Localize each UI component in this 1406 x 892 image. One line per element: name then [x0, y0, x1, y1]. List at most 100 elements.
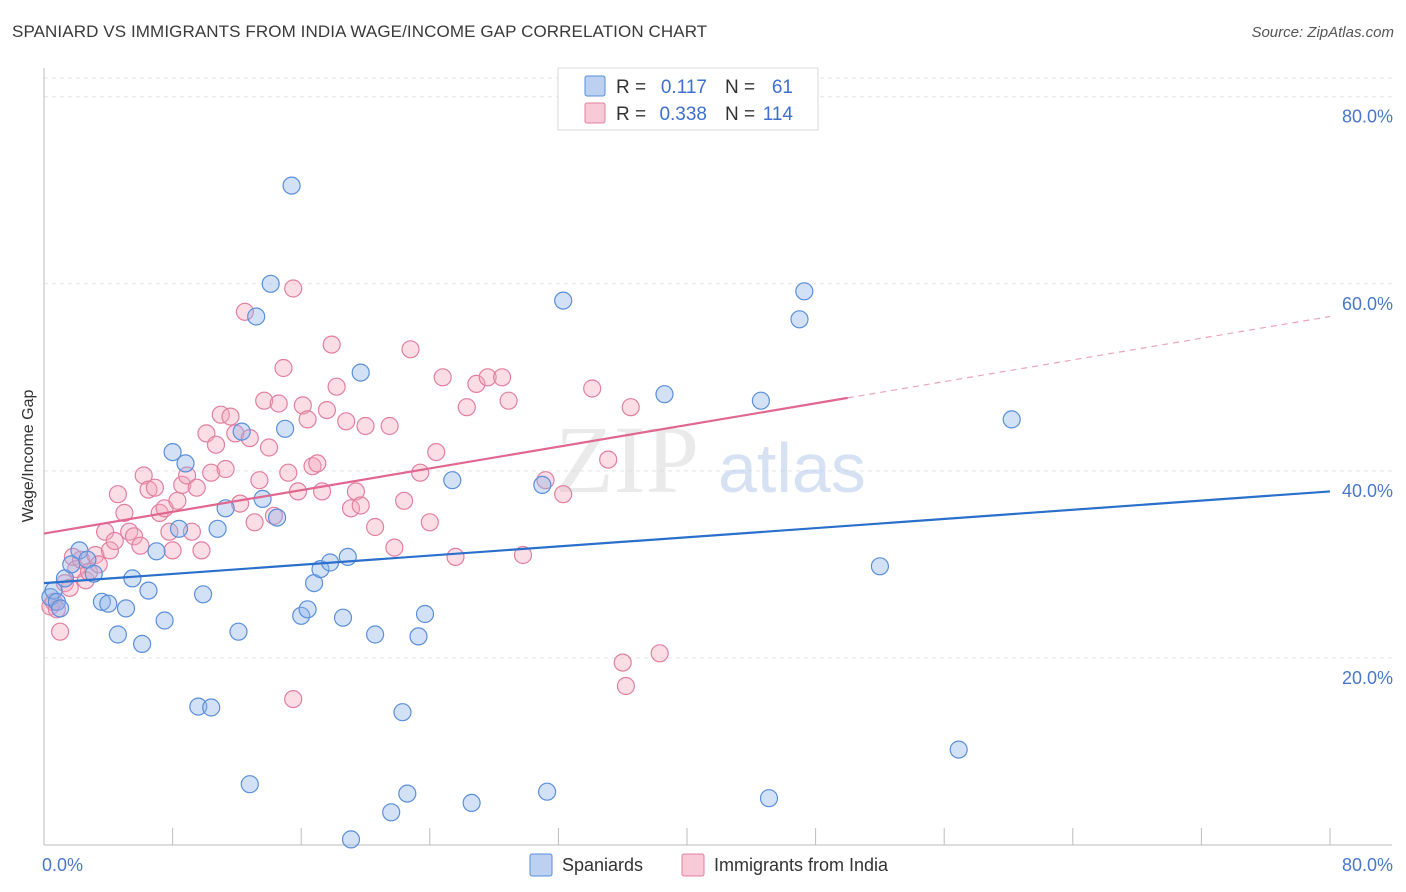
india-point: [395, 491, 414, 510]
india-point: [124, 527, 144, 546]
spaniards-point: [155, 611, 174, 630]
india-point: [245, 513, 264, 532]
india-point: [168, 491, 187, 510]
india-point: [202, 463, 221, 482]
india-point: [351, 496, 370, 515]
bottom-legend-label-india: Immigrants from India: [714, 855, 889, 875]
india-point: [599, 450, 618, 469]
spaniards-point: [169, 519, 189, 538]
spaniards-point: [99, 594, 118, 613]
india-point: [433, 368, 452, 387]
india-point: [385, 538, 404, 557]
spaniards-point: [311, 559, 330, 579]
spaniards-point: [189, 697, 208, 716]
chart-source: Source: ZipAtlas.com: [1251, 24, 1394, 41]
legend: R = 0.117 N = 61 R = 0.338 N = 114: [557, 67, 819, 131]
legend-swatch-india: [584, 102, 606, 124]
legend-r-label-spaniards: R =: [616, 77, 646, 98]
spaniards-point: [163, 443, 182, 462]
spaniards-point: [240, 775, 259, 794]
spaniards-point: [253, 489, 272, 508]
spaniards-point: [949, 740, 968, 759]
spaniards-point: [84, 564, 103, 583]
india-point: [478, 368, 497, 387]
spaniards-point: [751, 391, 771, 410]
india-point: [327, 377, 346, 396]
india-point: [513, 545, 533, 565]
india-point: [457, 398, 476, 417]
legend-n-value-india: 114: [763, 104, 794, 125]
india-point: [554, 485, 573, 504]
grid: [44, 77, 1392, 659]
bottom-legend-swatch-india: [681, 853, 705, 877]
india-point: [216, 459, 235, 479]
spaniards-point: [298, 600, 317, 619]
spaniards-point: [108, 625, 128, 644]
india-point: [139, 480, 158, 499]
spaniards-point: [382, 803, 401, 822]
legend-n-label-india: N =: [725, 104, 755, 125]
india-point: [427, 443, 446, 462]
india-point: [356, 416, 375, 436]
india-point: [279, 463, 298, 482]
india-point: [235, 302, 254, 321]
spaniards-point: [116, 599, 136, 618]
india-point: [303, 457, 322, 476]
spaniards-point: [341, 830, 361, 849]
spaniards-point: [655, 385, 674, 404]
spaniards-point: [268, 508, 287, 527]
india-point: [284, 279, 303, 298]
india-point: [274, 358, 293, 378]
spaniards-point: [366, 625, 385, 644]
india-point: [346, 482, 365, 501]
india-point: [293, 396, 312, 415]
spaniards-point: [202, 698, 221, 717]
legend-n-label-spaniards: N =: [725, 77, 755, 98]
india-point: [192, 541, 211, 560]
watermark-atlas: atlas: [718, 429, 866, 507]
india-point: [269, 394, 288, 413]
legend-r-value-india: 0.338: [659, 104, 707, 125]
india-point: [108, 485, 128, 504]
india-point: [250, 471, 269, 490]
india-point: [131, 536, 150, 555]
india-point: [284, 689, 303, 709]
spaniards-point: [247, 307, 266, 326]
spaniards-point: [176, 454, 195, 473]
india-point: [621, 398, 640, 417]
chart-title: SPANIARD VS IMMIGRANTS FROM INDIA WAGE/I…: [12, 22, 708, 41]
spaniards-point: [229, 622, 248, 641]
india-point: [115, 503, 134, 523]
india-point: [317, 401, 336, 420]
y-tick-label: 20.0%: [1342, 668, 1393, 688]
india-point: [89, 555, 108, 574]
trendlines: [43, 315, 1331, 585]
india-point: [308, 454, 327, 473]
india-point: [613, 653, 632, 672]
spaniards-point: [415, 604, 435, 624]
india-point: [187, 478, 206, 497]
trendline-india-extension: [847, 315, 1331, 399]
india-point: [337, 412, 356, 431]
spaniards-point: [147, 542, 166, 561]
axes: [43, 68, 1392, 846]
india-point: [467, 374, 486, 393]
spaniards-point: [537, 782, 557, 801]
bottom-legend: Spaniards Immigrants from India: [529, 853, 889, 877]
spaniards-point: [795, 282, 814, 301]
spaniards-point: [393, 703, 412, 722]
spaniards-point: [292, 606, 311, 625]
spaniards-point: [123, 569, 142, 588]
india-point: [206, 435, 226, 454]
spaniards-point: [1002, 410, 1021, 429]
india-point: [401, 340, 420, 359]
spaniards-point: [261, 274, 280, 293]
india-point: [163, 541, 182, 560]
spaniards-point: [282, 176, 301, 195]
india-point: [616, 676, 636, 696]
spaniards-point: [870, 557, 890, 576]
series-spaniards-points: [41, 176, 1021, 849]
legend-r-label-india: R =: [616, 104, 646, 125]
india-point: [298, 410, 317, 429]
